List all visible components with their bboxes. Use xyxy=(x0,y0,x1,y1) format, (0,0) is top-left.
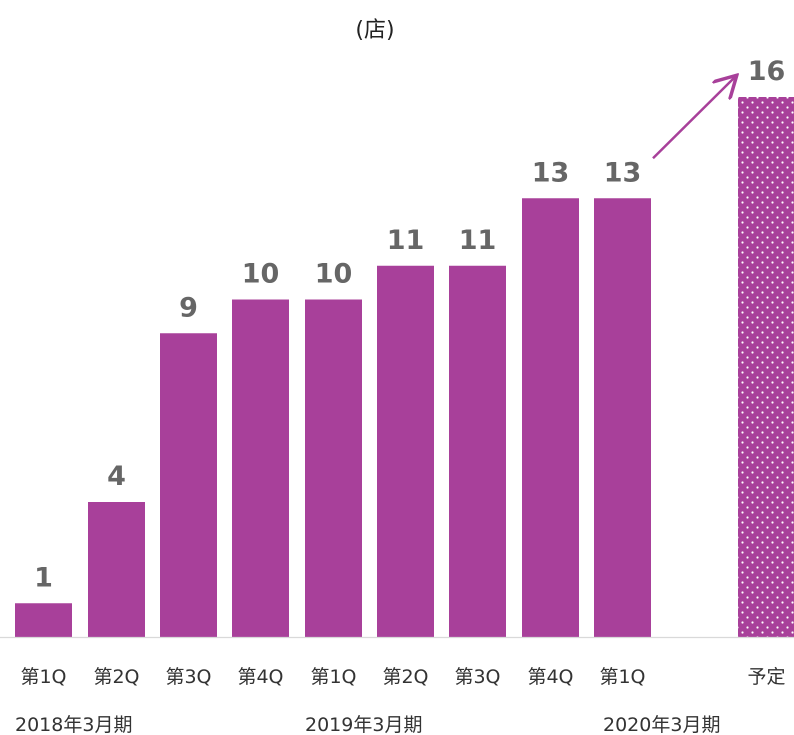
bar xyxy=(88,502,145,637)
unit-label: (店) xyxy=(355,18,395,43)
category-label: 第4Q xyxy=(527,666,573,688)
data-label: 10 xyxy=(315,259,353,290)
data-label: 16 xyxy=(748,56,786,87)
bar xyxy=(305,299,362,637)
data-label: 4 xyxy=(107,461,126,492)
category-label: 第4Q xyxy=(237,666,283,688)
category-label: 第2Q xyxy=(382,666,428,688)
bar xyxy=(594,198,651,637)
category-label: 第3Q xyxy=(454,666,500,688)
category-label: 第1Q xyxy=(20,666,66,688)
bar xyxy=(522,198,579,637)
bar-planned xyxy=(738,97,794,637)
bar xyxy=(449,265,506,637)
category-label: 予定 xyxy=(747,666,785,688)
group-label: 2018年3月期 xyxy=(15,714,132,735)
bar xyxy=(15,603,72,637)
bar xyxy=(160,333,217,637)
data-label: 10 xyxy=(242,259,280,290)
bar xyxy=(232,299,289,637)
category-label: 第2Q xyxy=(93,666,139,688)
group-label: 2019年3月期 xyxy=(305,714,422,735)
category-label: 第3Q xyxy=(165,666,211,688)
data-label: 11 xyxy=(387,225,425,256)
axis-layer: 第1Q 第2Q 第3Q 第4Q 第1Q 第2Q 第3Q 第4Q 第1Q 予定 2018年3月期 201… xyxy=(0,636,794,735)
bar xyxy=(377,265,434,637)
labels-layer: 1 4 9 10 10 11 11 13 13 16 xyxy=(34,56,785,593)
category-label: 第1Q xyxy=(310,666,356,688)
data-label: 1 xyxy=(34,562,53,593)
data-label: 13 xyxy=(604,157,642,188)
data-label: 13 xyxy=(532,157,570,188)
group-label: 2020年3月期 xyxy=(603,714,720,735)
bars-layer xyxy=(15,97,794,637)
data-label: 9 xyxy=(179,292,198,323)
category-label: 第1Q xyxy=(599,666,645,688)
growth-arrow xyxy=(652,77,735,160)
data-label: 11 xyxy=(459,225,497,256)
